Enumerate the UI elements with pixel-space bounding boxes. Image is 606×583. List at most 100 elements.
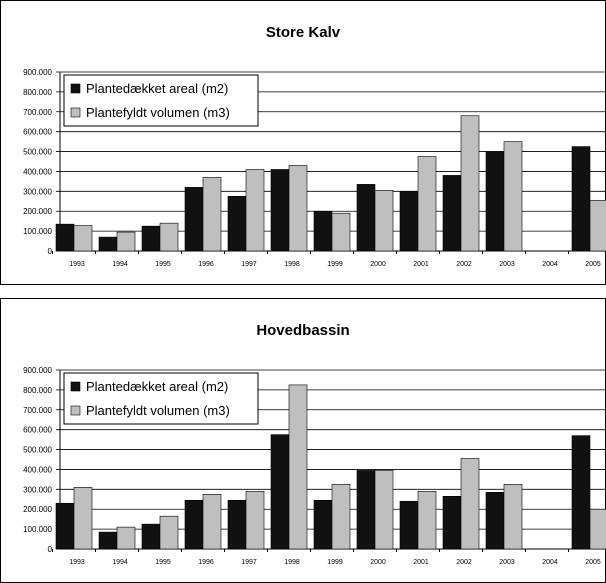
- x-tick-label: 1997: [241, 559, 257, 566]
- x-tick-label: 2000: [370, 559, 386, 566]
- bar-volumen-1999: [331, 484, 351, 550]
- x-tick-label: 2002: [456, 261, 472, 268]
- x-tick-label: 1998: [284, 559, 300, 566]
- y-tick-label: 500.000: [23, 446, 52, 455]
- chart-hovedbassin: Hovedbassin 0 100.000 200.000 300.000 400.000…: [0, 298, 606, 583]
- y-tick-label: 500.000: [23, 148, 52, 157]
- x-tick-label: 1995: [155, 559, 171, 566]
- bar-volumen-1999: [331, 212, 351, 252]
- bar-volumen-1993: [73, 225, 93, 252]
- bar-areal-1994: [98, 531, 118, 550]
- y-tick-label: 700.000: [23, 406, 52, 415]
- y-tick-label: 900.000: [23, 68, 52, 77]
- bar-areal-1999: [313, 499, 333, 550]
- bar-areal-1994: [98, 236, 118, 252]
- bar-areal-2000: [356, 184, 376, 252]
- y-tick-label: 300.000: [23, 485, 52, 494]
- bar-volumen-1996: [202, 177, 222, 252]
- bar-areal-1993: [55, 223, 75, 252]
- bar-areal-1998: [270, 169, 290, 252]
- x-tick-label: 2003: [499, 261, 515, 268]
- x-tick-label: 2004: [542, 261, 558, 268]
- chart-svg-hovedbassin: Hovedbassin 0 100.000 200.000 300.000 400.000…: [0, 298, 606, 583]
- x-tick-label: 2005: [585, 261, 601, 268]
- y-tick-label: 0: [48, 247, 53, 256]
- x-tick-label: 1993: [69, 261, 85, 268]
- bar-volumen-2002: [460, 115, 480, 252]
- bar-areal-1996: [184, 187, 204, 252]
- chart-store-kalv: Store Kalv 0 100.000 200.000 300.000 400.000 5…: [0, 0, 606, 285]
- bar-areal-2001: [399, 191, 419, 252]
- bar-areal-2005: [571, 146, 591, 252]
- x-tick-label: 1995: [155, 261, 171, 268]
- y-tick-label: 300.000: [23, 187, 52, 196]
- bar-areal-2002: [442, 175, 462, 252]
- bar-areal-1999: [313, 210, 333, 252]
- bar-volumen-2001: [417, 156, 437, 252]
- bar-volumen-2005: [589, 508, 606, 550]
- bar-areal-2000: [356, 470, 376, 550]
- legend-label-areal: Plantedækket areal (m2): [86, 81, 228, 96]
- chart-title: Hovedbassin: [256, 322, 349, 339]
- bar-volumen-2002: [460, 458, 480, 550]
- x-tick-label: 1994: [112, 261, 128, 268]
- y-tick-label: 100.000: [23, 525, 52, 534]
- x-tick-label: 2003: [499, 559, 515, 566]
- y-tick-label: 100.000: [23, 227, 52, 236]
- chart-title: Store Kalv: [266, 24, 341, 41]
- legend-swatch-volumen: [70, 405, 81, 416]
- bar-areal-2002: [442, 495, 462, 550]
- bar-volumen-1994: [116, 231, 136, 252]
- bar-volumen-1998: [288, 165, 308, 252]
- bar-volumen-2005: [589, 199, 606, 252]
- y-tick-label: 600.000: [23, 426, 52, 435]
- bar-areal-1995: [141, 225, 161, 252]
- x-tick-label: 2004: [542, 559, 558, 566]
- x-tick-label: 2000: [370, 261, 386, 268]
- y-tick-label: 700.000: [23, 108, 52, 117]
- x-tick-label: 1993: [69, 559, 85, 566]
- y-tick-label: 600.000: [23, 128, 52, 137]
- y-tick-label: 800.000: [23, 88, 52, 97]
- x-tick-label: 2001: [413, 559, 429, 566]
- bar-areal-2003: [485, 492, 505, 550]
- y-tick-label: 200.000: [23, 207, 52, 216]
- y-tick-label: 200.000: [23, 505, 52, 514]
- bar-volumen-1997: [245, 491, 265, 550]
- bar-volumen-1995: [159, 515, 179, 550]
- x-tick-label: 1997: [241, 261, 257, 268]
- bar-areal-1995: [141, 523, 161, 550]
- bar-volumen-1997: [245, 169, 265, 252]
- x-tick-label: 1998: [284, 261, 300, 268]
- legend-swatch-areal: [70, 381, 81, 392]
- bar-areal-1993: [55, 502, 75, 550]
- y-tick-label: 800.000: [23, 386, 52, 395]
- y-tick-label: 400.000: [23, 465, 52, 474]
- x-tick-label: 1996: [198, 559, 214, 566]
- legend-label-volumen: Plantefyldt volumen (m3): [86, 105, 230, 120]
- legend-label-volumen: Plantefyldt volumen (m3): [86, 403, 230, 418]
- legend-swatch-areal: [70, 83, 81, 94]
- legend-swatch-volumen: [70, 107, 81, 118]
- y-tick-label: 900.000: [23, 366, 52, 375]
- legend-label-areal: Plantedækket areal (m2): [86, 379, 228, 394]
- bar-areal-2003: [485, 151, 505, 252]
- bar-areal-2005: [571, 435, 591, 550]
- bar-volumen-2003: [503, 141, 523, 252]
- bar-volumen-1995: [159, 222, 179, 252]
- x-tick-label: 1994: [112, 559, 128, 566]
- bar-volumen-1998: [288, 384, 308, 550]
- y-tick-label: 0: [48, 545, 53, 554]
- bar-volumen-1993: [73, 487, 93, 550]
- bar-areal-1997: [227, 196, 247, 252]
- x-tick-label: 2002: [456, 559, 472, 566]
- legend: [63, 372, 259, 425]
- x-tick-label: 2005: [585, 559, 601, 566]
- x-tick-label: 1999: [327, 559, 343, 566]
- bar-areal-1997: [227, 499, 247, 550]
- x-tick-label: 2001: [413, 261, 429, 268]
- bar-areal-2001: [399, 500, 419, 550]
- y-tick-label: 400.000: [23, 167, 52, 176]
- bar-areal-1996: [184, 499, 204, 550]
- bar-volumen-2003: [503, 484, 523, 550]
